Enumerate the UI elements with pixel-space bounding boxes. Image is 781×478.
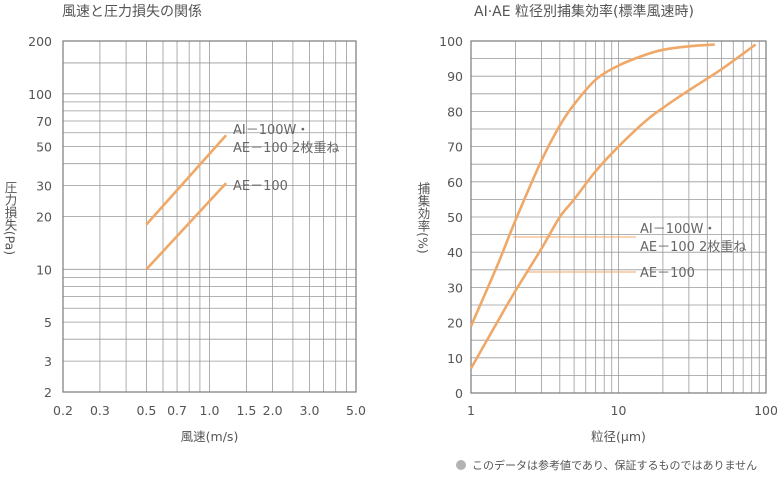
y-tick-label: 2 xyxy=(44,385,52,400)
x-tick-label: 1.0 xyxy=(200,403,220,418)
x-axis-label: 風速(m/s) xyxy=(181,429,239,444)
x-tick-label: 1.5 xyxy=(236,403,256,418)
chart-title: AI·AE 粒径別捕集効率(標準風速時) xyxy=(474,3,694,20)
chart-title: 風速と圧力損失の関係 xyxy=(62,4,202,20)
y-tick-label: 100 xyxy=(439,34,463,49)
y-tick-label: 50 xyxy=(447,210,463,225)
y-tick-label: 90 xyxy=(447,69,463,84)
series-line-1 xyxy=(469,43,715,327)
y-tick-label: 70 xyxy=(36,114,52,129)
series-line-2 xyxy=(145,182,228,271)
y-tick-label: 40 xyxy=(447,245,463,260)
y-tick-label: 10 xyxy=(36,262,52,277)
y-tick-label: 5 xyxy=(44,315,52,330)
y-tick-label: 20 xyxy=(447,316,463,331)
x-axis-label: 粒径(μm) xyxy=(591,429,646,444)
y-tick-label: 3 xyxy=(44,354,52,369)
x-tick-label: 0.5 xyxy=(136,403,156,418)
y-axis-label: 圧力損失(Pa) xyxy=(3,181,18,255)
collection-efficiency-chart: AI·AE 粒径別捕集効率(標準風速時) 1 10 100 0 10 20 30 40 50 60 7… xyxy=(416,3,778,444)
series-2-label: AE－100 xyxy=(640,266,695,281)
y-tick-label: 30 xyxy=(36,179,52,194)
note-bullet-icon xyxy=(456,460,466,470)
series-1-label-line-2: AE－100 2枚重ね xyxy=(233,140,339,156)
x-tick-label: 0.3 xyxy=(90,403,110,418)
series-line-1 xyxy=(145,134,228,226)
x-tick-label: 10 xyxy=(611,403,627,418)
y-tick-label: 70 xyxy=(447,140,463,155)
y-axis-label: 捕集効率(%) xyxy=(416,181,431,254)
y-tick-label: 60 xyxy=(447,175,463,190)
series-1-label-line-1: AI－100W・ xyxy=(233,123,309,138)
plot-frame xyxy=(62,40,357,393)
x-tick-label: 0.7 xyxy=(167,403,187,418)
y-tick-label: 50 xyxy=(36,140,52,155)
x-tick-label: 1 xyxy=(467,403,475,418)
x-tick-label: 0.2 xyxy=(53,403,73,418)
series-line-2 xyxy=(469,43,757,370)
series-1-label-line-2: AE－100 2枚重ね xyxy=(640,239,746,255)
x-tick-label: 2.0 xyxy=(263,403,283,418)
note-text: このデータは参考値であり、保証するものではありません xyxy=(472,458,757,472)
pressure-loss-chart: 風速と圧力損失の関係 0.2 0.3 0.5 0.7 1.0 1.5 2.0 3.0 5.0 2 3 5… xyxy=(3,4,366,444)
y-tick-label: 200 xyxy=(28,34,52,49)
x-tick-label: 5.0 xyxy=(346,403,366,418)
x-tick-label: 3.0 xyxy=(300,403,320,418)
y-tick-label: 10 xyxy=(447,351,463,366)
plot-frame xyxy=(470,40,767,394)
y-tick-label: 100 xyxy=(28,87,52,102)
note-row: このデータは参考値であり、保証するものではありません xyxy=(456,458,757,472)
x-tick-label: 100 xyxy=(754,403,778,418)
y-tick-label: 0 xyxy=(455,386,463,401)
series-1-label-line-1: AI－100W・ xyxy=(640,222,716,237)
series-2-label: AE－100 xyxy=(233,179,288,194)
y-tick-label: 30 xyxy=(447,280,463,295)
y-tick-label: 20 xyxy=(36,210,52,225)
y-tick-label: 80 xyxy=(447,104,463,119)
